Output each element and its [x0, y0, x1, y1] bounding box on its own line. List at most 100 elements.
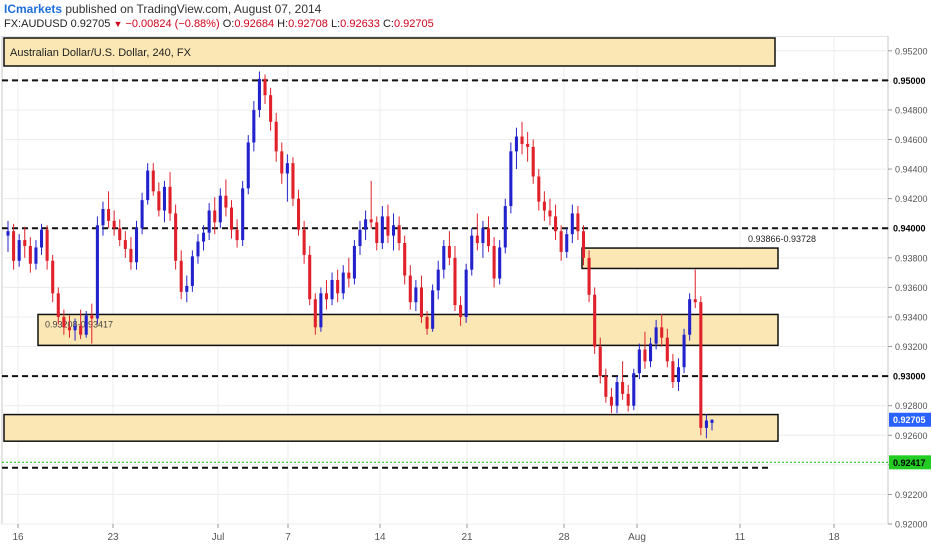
candle — [162, 180, 166, 223]
last-price-badge: 0.92705 — [893, 415, 926, 425]
candle-body — [62, 316, 66, 328]
candle-body — [246, 142, 250, 189]
candle — [297, 189, 301, 236]
candle — [246, 135, 250, 195]
candle-body — [453, 257, 457, 306]
candle-body — [118, 228, 122, 241]
candle-body — [101, 209, 105, 226]
quote-bar: FX:AUDUSD 0.92705 ▼ −0.00824 (−0.88%) O:… — [4, 18, 434, 34]
x-tick-label: 7 — [285, 532, 291, 543]
level-badge-bg — [889, 73, 931, 88]
candle — [151, 163, 155, 196]
symbol-label[interactable]: FX:AUDUSD — [4, 18, 68, 30]
candle — [185, 275, 189, 303]
candle-body — [319, 293, 323, 328]
candle-body — [291, 163, 295, 199]
candle-body — [676, 367, 681, 383]
candle — [291, 157, 295, 207]
candle-body — [358, 229, 362, 246]
candle — [375, 216, 379, 251]
candle — [34, 240, 38, 270]
candle-body — [503, 206, 507, 248]
plot-background — [1, 35, 889, 525]
x-tick-label: 23 — [107, 532, 119, 543]
candle-body — [95, 225, 99, 319]
level-badge-bg — [889, 221, 931, 236]
y-tick-label: 0.94400 — [895, 165, 928, 175]
candle-body — [168, 186, 172, 214]
candle — [649, 337, 653, 368]
candle-body — [269, 95, 273, 122]
candle-body — [593, 294, 597, 347]
candle-body — [447, 245, 451, 258]
candle — [403, 235, 407, 285]
candle — [218, 188, 222, 229]
candle — [319, 287, 323, 332]
candle — [548, 198, 552, 226]
candle — [207, 203, 211, 241]
candle-body — [570, 213, 574, 235]
candle-body — [45, 229, 49, 261]
candle — [324, 280, 329, 310]
candle — [280, 142, 284, 184]
candle-body — [369, 219, 373, 223]
candle — [626, 384, 630, 412]
candle — [459, 296, 463, 326]
candle — [615, 376, 619, 414]
candle-body — [498, 247, 502, 279]
candle-body — [710, 419, 714, 423]
candle-body — [285, 163, 289, 174]
candle — [51, 254, 55, 303]
candle — [168, 172, 172, 221]
candle-body — [146, 170, 150, 201]
candle — [632, 368, 636, 411]
candle — [710, 419, 714, 431]
candle — [157, 182, 161, 217]
price-change: −0.00824 (−0.88%) — [125, 18, 220, 30]
candle-body — [174, 213, 178, 261]
candle-body — [308, 254, 312, 300]
candle — [364, 210, 368, 241]
y-tick-label: 0.92000 — [895, 520, 928, 530]
candle — [414, 280, 418, 312]
candle — [45, 225, 49, 270]
open-label: O: — [222, 18, 235, 30]
candle-body — [257, 78, 261, 110]
candle-body — [486, 228, 491, 246]
author-link[interactable]: ICmarkets — [4, 2, 63, 16]
candle — [676, 358, 681, 391]
candle — [436, 260, 440, 300]
candle-body — [425, 316, 429, 329]
candle — [241, 180, 245, 246]
candles — [6, 71, 714, 439]
candle-body — [140, 200, 144, 229]
candle-body — [654, 327, 658, 344]
candle — [425, 311, 429, 335]
candle-body — [470, 235, 474, 270]
candle — [28, 237, 32, 273]
x-tick-label: 28 — [558, 532, 570, 543]
candle — [654, 319, 658, 350]
candle — [129, 237, 133, 270]
candle — [369, 180, 373, 229]
x-tick-label: Aug — [628, 532, 646, 543]
candle-body — [649, 343, 653, 362]
candle-body — [23, 240, 27, 246]
level-badge: 0.95000 — [893, 76, 926, 86]
candle — [341, 265, 345, 300]
y-tick-label: 0.93400 — [895, 312, 928, 322]
candle — [537, 169, 541, 211]
candle-body — [341, 272, 345, 294]
candle-body — [492, 245, 496, 279]
candle — [520, 121, 524, 155]
candle — [492, 237, 496, 288]
candle — [39, 223, 44, 255]
candle-body — [364, 219, 368, 230]
candle — [682, 328, 686, 374]
candle — [526, 132, 530, 162]
candlestick-chart[interactable]: Australian Dollar/U.S. Dollar, 240, FX 0.… — [0, 35, 932, 550]
candle-body — [202, 232, 206, 242]
candle-body — [347, 272, 351, 279]
chart-area[interactable]: Australian Dollar/U.S. Dollar, 240, FX 0.… — [0, 35, 932, 550]
candle-body — [671, 361, 675, 383]
